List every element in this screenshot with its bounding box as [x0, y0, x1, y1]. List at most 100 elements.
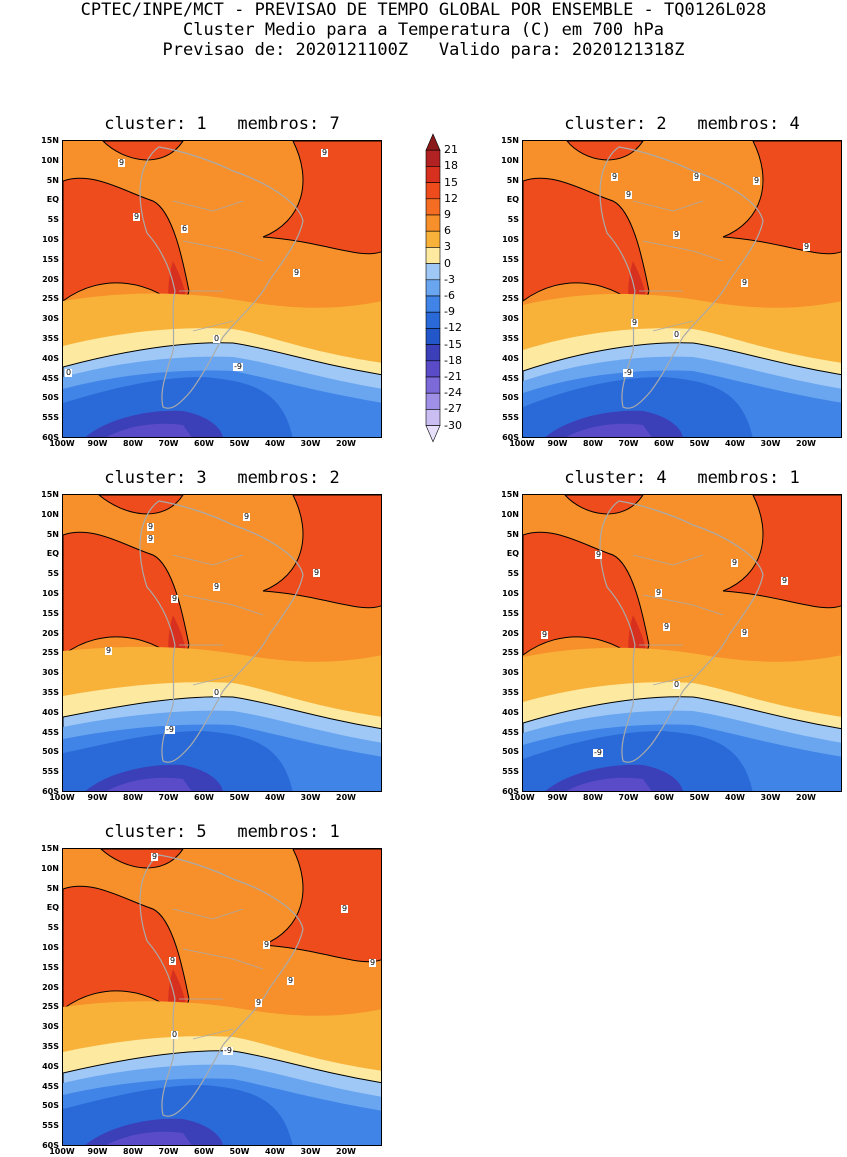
lat-tick-label: 35S	[502, 688, 519, 697]
colorbar-swatch	[425, 425, 441, 443]
coastline	[599, 146, 764, 409]
colorbar-label: 12	[444, 191, 458, 205]
header-dates: Previsao de: 2020121100Z Valido para: 20…	[162, 40, 685, 60]
lon-tick-label: 70W	[158, 1147, 179, 1156]
contour-label: -9	[623, 368, 633, 377]
lon-tick-label: 70W	[618, 439, 639, 448]
lon-tick-label: 30W	[300, 793, 321, 802]
lat-tick-label: 45S	[502, 373, 519, 383]
header-title: CPTEC/INPE/MCT - PREVISAO DE TEMPO GLOBA…	[80, 0, 767, 20]
contour-label: 9	[133, 212, 141, 221]
lat-tick-label: EQ	[46, 549, 59, 559]
contour-label: -9	[233, 362, 243, 371]
contour-label: 9	[631, 318, 639, 327]
lat-tick-label: 60S	[42, 1141, 59, 1150]
colorbar-swatch	[425, 295, 441, 313]
contour-label: 9	[255, 998, 263, 1007]
lat-tick-label: 20S	[42, 274, 59, 284]
contour-label: 9	[213, 582, 221, 591]
lat-tick-label: 55S	[502, 767, 519, 777]
map-svg	[63, 141, 381, 437]
lat-tick-label: 10N	[501, 509, 519, 519]
contour-label: 9	[341, 904, 349, 913]
lat-tick-label: 35S	[42, 688, 59, 697]
lon-tick-label: 50W	[229, 1147, 250, 1156]
temperature-band	[85, 410, 223, 437]
lon-tick-label: 80W	[123, 793, 143, 802]
map-svg	[523, 141, 841, 437]
colorbar-swatch	[425, 409, 441, 426]
lon-tick-label: 30W	[760, 439, 781, 448]
colorbar-swatch	[425, 376, 441, 394]
lat-tick-label: 10N	[41, 155, 59, 165]
contour-label: -9	[165, 725, 175, 734]
temperature-map-cluster-1: 9 9 6 9 9 0 0 -9	[62, 140, 382, 438]
lat-tick-label: 15S	[42, 254, 59, 264]
lat-tick-label: 15N	[41, 490, 59, 499]
colorbar-label: 9	[444, 208, 451, 221]
colorbar-swatch	[425, 214, 441, 232]
contour-label: 0	[213, 688, 221, 697]
temperature-band	[100, 849, 184, 869]
lon-tick-label: 80W	[583, 793, 603, 802]
temperature-band	[98, 495, 184, 515]
contour-label: 9	[625, 190, 633, 199]
temperature-band	[523, 531, 650, 666]
lon-tick-label: 70W	[158, 793, 179, 802]
lon-tick-label: 60W	[194, 793, 214, 802]
lon-tick-label: 40W	[265, 793, 285, 802]
lon-tick-label: 40W	[265, 1147, 285, 1156]
contour-label: 9	[171, 594, 179, 603]
lat-tick-label: 45S	[502, 727, 519, 737]
lat-tick-label: 25S	[42, 1002, 59, 1012]
temperature-map-cluster-3: 9 9 9 9 9 9 9 0 -9	[62, 494, 382, 792]
lon-tick-label: 90W	[87, 1147, 108, 1156]
lon-tick-label: 100W	[49, 1147, 75, 1156]
lat-tick-label: 5S	[507, 569, 519, 579]
contour-label: 0	[213, 334, 221, 343]
colorbar-label: -27	[444, 402, 462, 416]
contour-label: 9	[803, 242, 811, 251]
colorbar-label: -24	[444, 386, 462, 400]
lat-tick-label: 40S	[42, 707, 59, 717]
lon-tick-label: 100W	[509, 439, 535, 448]
lat-tick-label: 10N	[41, 509, 59, 519]
map-svg	[63, 495, 381, 791]
lon-tick-label: 30W	[760, 793, 781, 802]
temperature-band	[722, 141, 841, 255]
colorbar-swatch	[425, 328, 441, 345]
colorbar-swatch	[425, 133, 441, 151]
lon-tick-label: 20W	[336, 439, 356, 448]
contour-label: 9	[313, 568, 321, 577]
panel-title-cluster-2: cluster: 2 membros: 4	[564, 114, 800, 134]
lat-tick-label: 10N	[41, 863, 59, 873]
lon-tick-label: 90W	[87, 793, 108, 802]
lat-tick-label: 20S	[42, 982, 59, 992]
lat-tick-label: 45S	[42, 727, 59, 737]
contour-label: 9	[369, 958, 377, 967]
coastline	[139, 146, 304, 409]
contour-label: -9	[223, 1046, 233, 1055]
contour-label: 9	[118, 158, 126, 167]
lon-tick-label: 100W	[509, 793, 535, 802]
coastline	[599, 500, 764, 763]
contour-label: 0	[171, 1030, 179, 1039]
contour-label: 0	[65, 368, 73, 377]
colorbar-svg	[425, 133, 441, 443]
lat-tick-label: 5S	[507, 215, 519, 225]
lat-tick-label: 50S	[42, 1101, 59, 1111]
contour-label: 9	[693, 172, 701, 181]
lon-tick-label: 60W	[194, 1147, 214, 1156]
contour-label: 9	[741, 278, 749, 287]
lat-tick-label: EQ	[506, 195, 519, 205]
lat-tick-label: 5N	[506, 529, 519, 539]
temperature-band	[262, 141, 381, 255]
temperature-band	[545, 764, 683, 791]
colorbar-label: -6	[444, 289, 455, 302]
lat-tick-label: 60S	[42, 787, 59, 796]
contour-label: -9	[593, 748, 603, 757]
map-svg	[523, 495, 841, 791]
contour-label: 9	[147, 522, 155, 531]
lat-tick-label: 25S	[42, 648, 59, 658]
contour-label: 9	[655, 588, 663, 597]
